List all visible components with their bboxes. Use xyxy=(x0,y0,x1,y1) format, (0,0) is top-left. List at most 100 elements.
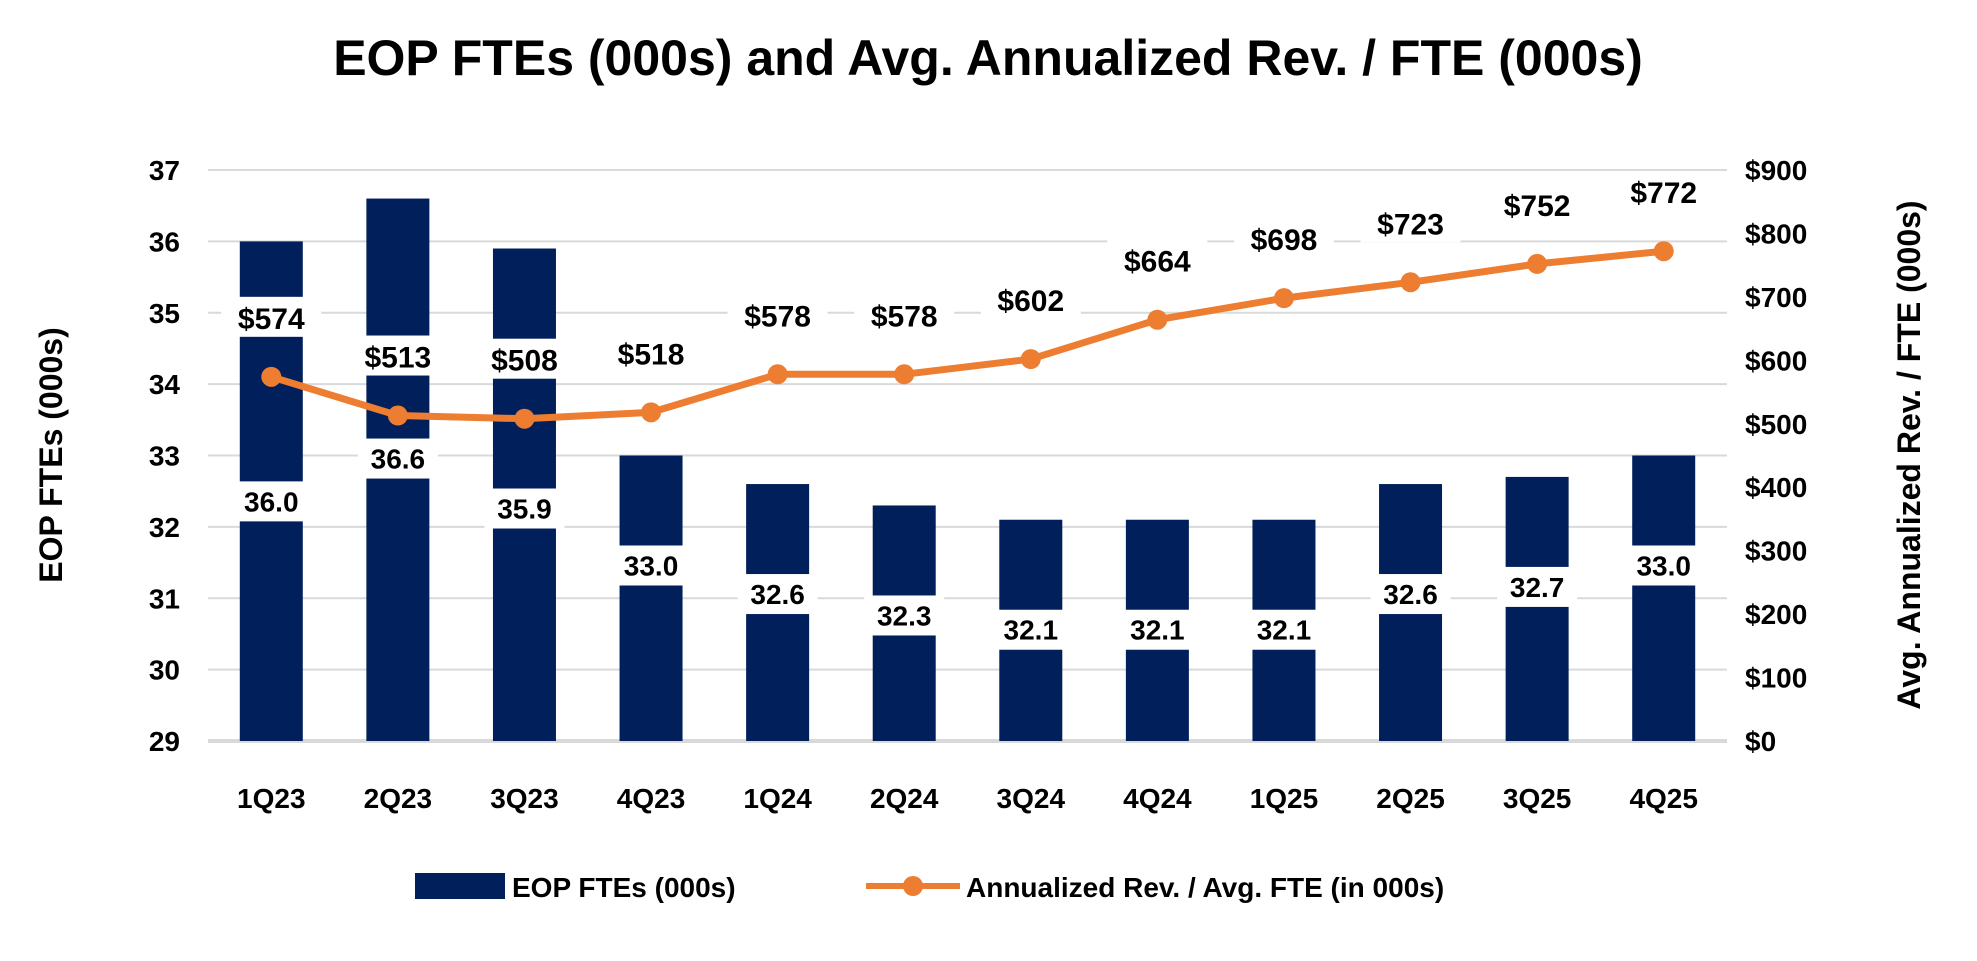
line-label-bg xyxy=(980,279,1081,320)
y-tick-label: 35 xyxy=(149,298,180,329)
line-label-bg xyxy=(1613,171,1714,212)
bar-data-label: 32.6 xyxy=(1383,579,1438,610)
bar-label-bg xyxy=(484,488,565,529)
bar-data-label: 35.9 xyxy=(497,494,552,525)
bar-label-bg xyxy=(1370,574,1451,615)
x-tick-label: 4Q25 xyxy=(1629,783,1698,814)
y2-tick-label: $400 xyxy=(1745,472,1807,503)
line-marker xyxy=(1273,288,1294,309)
line-data-label: $698 xyxy=(1251,224,1318,257)
y2-tick-label: $900 xyxy=(1745,155,1807,186)
y2-tick-label: $200 xyxy=(1745,599,1807,630)
bar-label-bg xyxy=(1117,609,1198,650)
bar-label-bg xyxy=(611,545,692,586)
line-data-label: $508 xyxy=(491,345,558,378)
x-tick-label: 1Q23 xyxy=(237,783,306,814)
y2-tick-label: $300 xyxy=(1745,536,1807,567)
bar-data-label: 32.7 xyxy=(1510,572,1565,603)
bar-label-bg xyxy=(357,438,438,479)
y2-tick-label: $600 xyxy=(1745,345,1807,376)
axes: 29 30 31 32 33 34 35 36 37 $0 $100 $200 $300 $400 $500… xyxy=(149,155,1807,814)
line-data-label: $578 xyxy=(871,300,938,333)
y-tick-label: 29 xyxy=(149,726,180,757)
line-marker xyxy=(767,364,788,385)
x-tick-label: 3Q24 xyxy=(997,783,1066,814)
bar-data-label: 32.3 xyxy=(877,600,932,631)
bar xyxy=(619,455,683,741)
line-label-bg xyxy=(221,296,322,337)
line-series: $574 $513 $508 $518 $578 $578 $602 $664 $698 $723… xyxy=(221,171,1714,429)
y2-tick-label: $800 xyxy=(1745,218,1807,249)
bar-label-bg xyxy=(1623,545,1704,586)
line-data-label: $574 xyxy=(238,303,305,336)
y-axis-title: EOP FTEs (000s) xyxy=(33,327,69,583)
bar-label-bg xyxy=(231,481,312,522)
y2-tick-label: $0 xyxy=(1745,726,1776,757)
line-marker xyxy=(1147,309,1168,330)
x-tick-label: 3Q25 xyxy=(1503,783,1572,814)
line-data-label: $664 xyxy=(1124,246,1191,279)
line-marker xyxy=(1653,241,1674,262)
y2-tick-label: $700 xyxy=(1745,282,1807,313)
bar-label-bg xyxy=(737,574,818,615)
bar-data-label: 32.1 xyxy=(1004,615,1059,646)
line-data-label: $752 xyxy=(1504,190,1571,223)
line-label-bg xyxy=(727,294,828,335)
line-marker xyxy=(261,366,282,387)
bar-data-label: 32.1 xyxy=(1130,615,1185,646)
bars xyxy=(239,198,1696,742)
line-data-label: $602 xyxy=(997,285,1064,318)
bar-label-bg xyxy=(864,595,945,636)
y2-tick-label: $500 xyxy=(1745,409,1807,440)
line-label-bg xyxy=(347,335,448,376)
y-tick-label: 37 xyxy=(149,155,180,186)
bar-data-label: 32.6 xyxy=(750,579,805,610)
legend-marker xyxy=(903,876,923,896)
line-label-bg xyxy=(1233,218,1334,259)
x-tick-label: 3Q23 xyxy=(490,783,559,814)
x-tick-label: 2Q24 xyxy=(870,783,939,814)
y-tick-label: 32 xyxy=(149,512,180,543)
y-tick-label: 30 xyxy=(149,655,180,686)
legend-swatch-bar xyxy=(415,873,505,899)
x-tick-label: 1Q25 xyxy=(1250,783,1319,814)
y2-tick-label: $100 xyxy=(1745,663,1807,694)
bar-label-bg xyxy=(1243,609,1324,650)
y2-axis-title: Avg. Annualized Rev. / FTE (000s) xyxy=(1891,200,1927,709)
line-marker xyxy=(1527,253,1548,274)
x-tick-label: 2Q23 xyxy=(364,783,433,814)
chart-title: EOP FTEs (000s) and Avg. Annualized Rev.… xyxy=(333,30,1643,86)
line-marker xyxy=(387,405,408,426)
bar-labels: 36.0 36.6 35.9 33.0 32.6 32.3 32.1 32.1 32.1 32.6… xyxy=(231,438,1704,650)
x-tick-label: 1Q24 xyxy=(743,783,812,814)
line-data-label: $513 xyxy=(365,342,432,375)
line-label-bg xyxy=(1360,202,1461,243)
line-label-bg xyxy=(601,332,702,373)
x-tick-label: 4Q23 xyxy=(617,783,686,814)
bar-data-label: 32.1 xyxy=(1257,615,1312,646)
gridlines xyxy=(208,169,1727,743)
line-marker xyxy=(1020,349,1041,370)
line-label-bg xyxy=(474,338,575,379)
x-tick-label: 2Q25 xyxy=(1376,783,1445,814)
line-data-label: $772 xyxy=(1630,177,1697,210)
line-marker xyxy=(514,408,535,429)
legend-label-line: Annualized Rev. / Avg. FTE (in 000s) xyxy=(966,872,1444,903)
line-label-bg xyxy=(854,294,955,335)
line-data-label: $723 xyxy=(1377,208,1444,241)
y-tick-label: 31 xyxy=(149,583,180,614)
bar-label-bg xyxy=(1497,566,1578,607)
legend: EOP FTEs (000s) Annualized Rev. / Avg. F… xyxy=(415,872,1444,903)
bar-data-label: 36.0 xyxy=(244,486,299,517)
bar xyxy=(1505,476,1569,741)
bar-data-label: 33.0 xyxy=(624,551,679,582)
line-marker xyxy=(1400,272,1421,293)
bar xyxy=(1632,455,1696,741)
line-path xyxy=(270,247,1665,423)
line-marker xyxy=(894,364,915,385)
y-tick-label: 33 xyxy=(149,441,180,472)
line-data-label: $578 xyxy=(744,300,811,333)
y-tick-label: 34 xyxy=(149,369,181,400)
y-tick-label: 36 xyxy=(149,226,180,257)
